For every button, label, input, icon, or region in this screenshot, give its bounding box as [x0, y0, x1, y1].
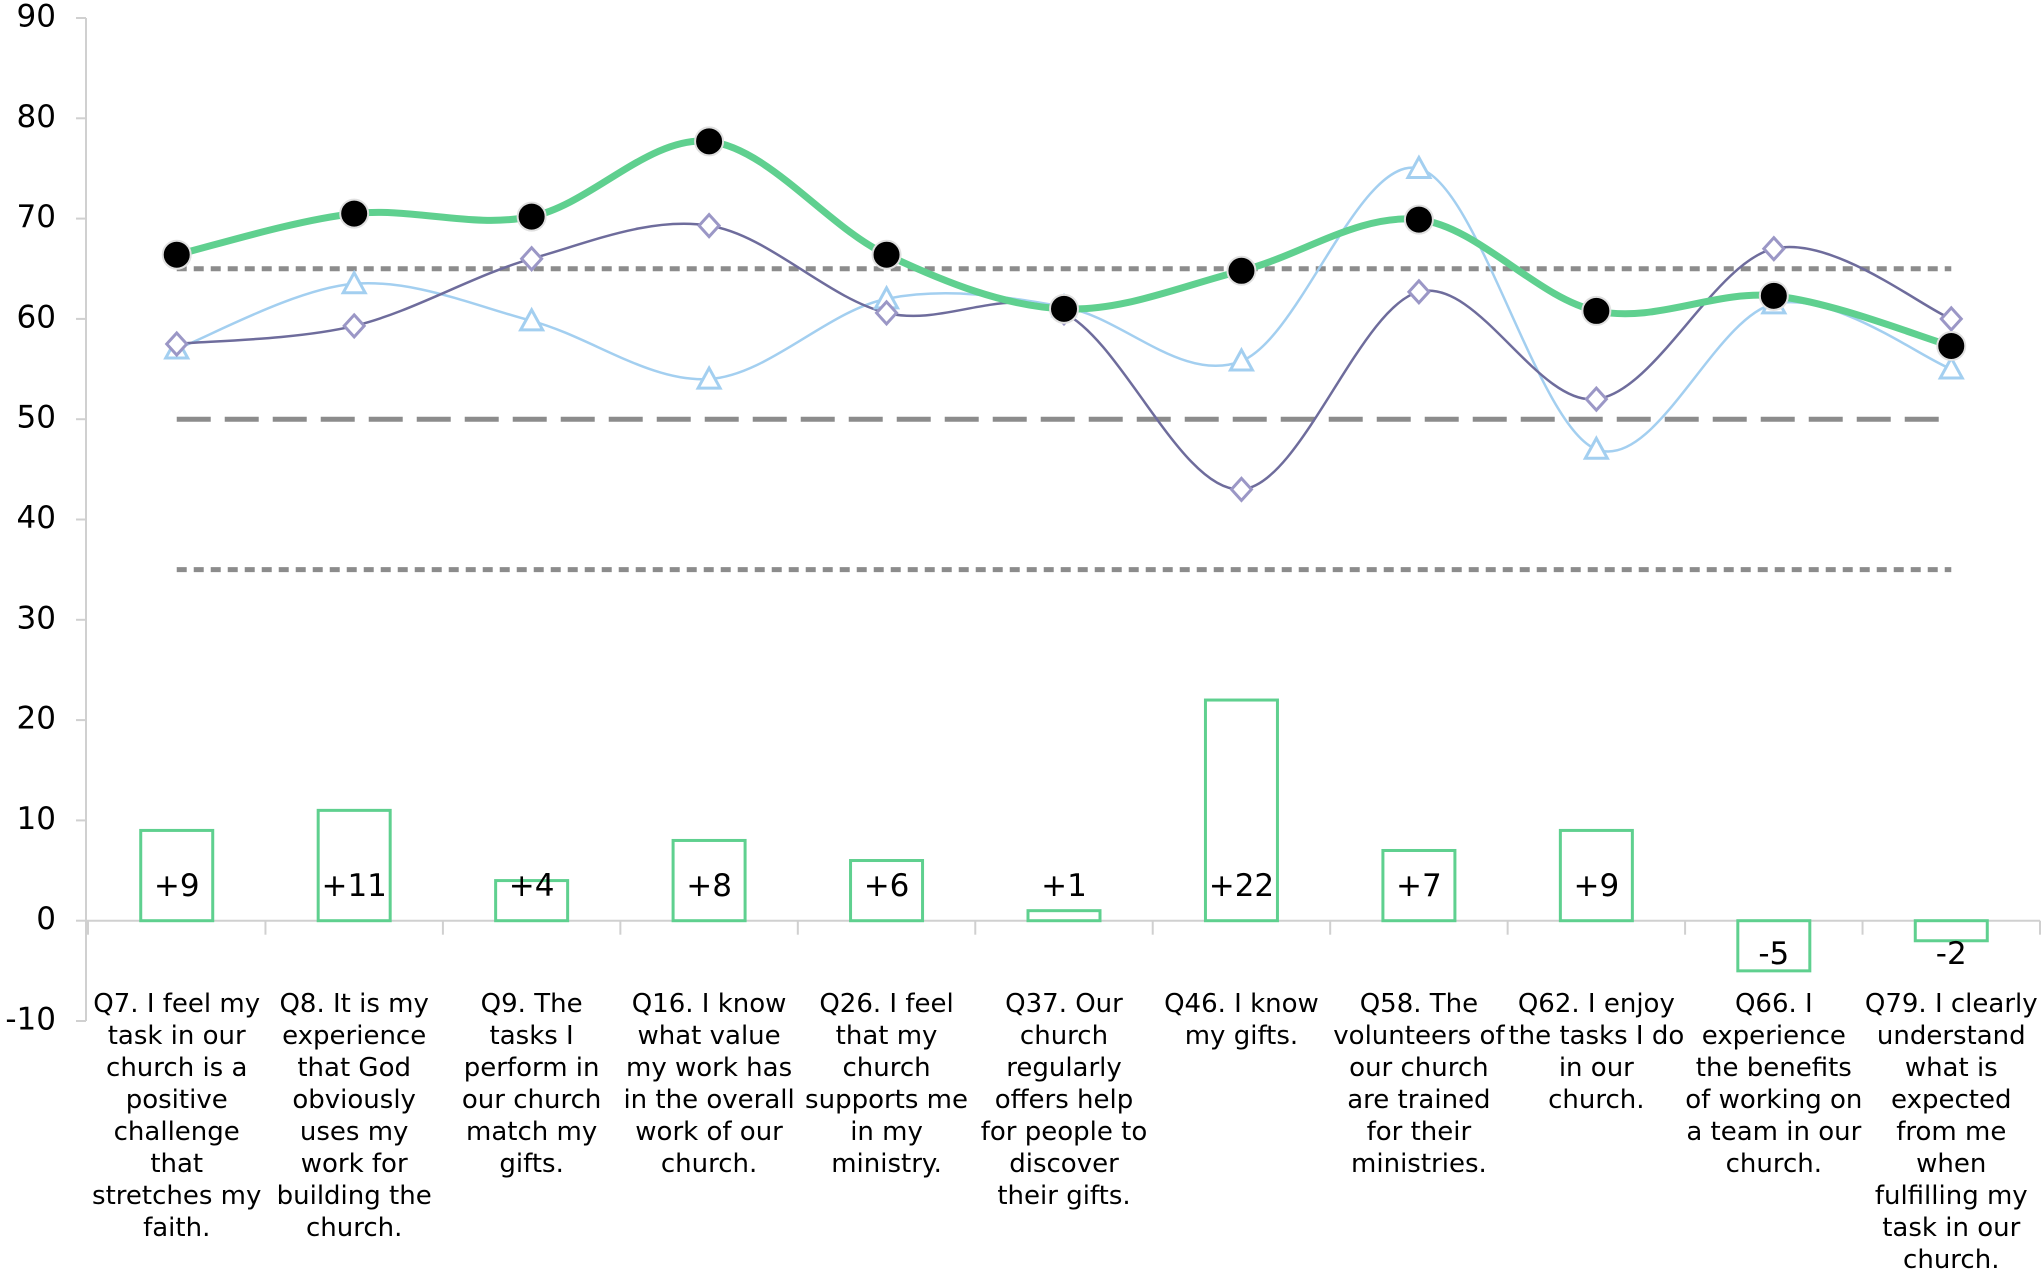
x-tick-label: Q58. The volunteers of our church are tr…	[1333, 989, 1505, 1179]
marker	[1227, 346, 1255, 372]
bar-label: +4	[509, 868, 555, 904]
series-line	[176, 166, 1952, 453]
x-tick-label: Q37. Our church regularly offers help fo…	[980, 989, 1148, 1211]
marker	[1582, 435, 1610, 460]
x-tick-label: Q8. It is my experience that God obvious…	[276, 989, 432, 1243]
y-tick-label: 50	[17, 400, 56, 436]
marker	[1584, 385, 1609, 413]
bar-label: -5	[1758, 936, 1789, 972]
x-tick-label: Q79. I clearly understand what is expect…	[1864, 989, 2038, 1275]
marker	[339, 198, 370, 229]
marker	[1939, 305, 1964, 333]
y-tick-label: 30	[17, 600, 56, 636]
bar	[1026, 909, 1102, 923]
marker	[1581, 295, 1612, 326]
marker	[161, 239, 192, 270]
bar-label: +9	[154, 868, 200, 904]
bar	[1558, 828, 1634, 923]
marker	[1226, 255, 1257, 286]
bar-label: +7	[1396, 868, 1442, 904]
bar	[1913, 919, 1989, 943]
marker	[518, 306, 546, 332]
marker	[1758, 280, 1789, 311]
marker	[695, 364, 723, 390]
marker	[1406, 278, 1431, 306]
bar	[671, 838, 747, 923]
marker	[1049, 293, 1079, 324]
bar	[316, 808, 392, 923]
series-line	[176, 222, 1952, 491]
y-tick-label: 10	[17, 801, 56, 837]
y-tick-label: 80	[17, 99, 56, 135]
bar	[494, 879, 570, 923]
marker	[1761, 235, 1786, 262]
marker	[694, 126, 725, 157]
marker	[871, 239, 902, 270]
y-tick-label: -10	[5, 1002, 56, 1038]
y-tick-label: 20	[17, 701, 56, 737]
bar	[1736, 919, 1812, 973]
marker	[519, 245, 544, 272]
marker	[516, 201, 547, 232]
marker	[1229, 476, 1254, 503]
x-tick-label: Q7. I feel my task in our church is a po…	[92, 989, 262, 1243]
page: -10 0 10 20 30 40 50 60 70 80 90 +9 +11 +4 +8 +6 +1 +22 +7…	[5, 0, 2041, 1275]
y-tick-label: 70	[17, 199, 56, 235]
marker	[1403, 204, 1434, 235]
bar-label: -2	[1936, 936, 1967, 972]
bar-label: +8	[686, 868, 732, 904]
y-tick-label: 0	[36, 901, 56, 937]
x-tick-label: Q9. The tasks I perform in our church ma…	[461, 989, 602, 1179]
marker	[697, 212, 722, 239]
chart: -10 0 10 20 30 40 50 60 70 80 90 +9 +11 +4 +8 +6 +1 +22 +7…	[5, 0, 2041, 1038]
bar	[1203, 698, 1279, 923]
marker	[1405, 154, 1433, 179]
y-tick-label: 90	[17, 0, 56, 35]
bar	[849, 859, 925, 923]
bar-label: +1	[1041, 868, 1087, 904]
bar-label: +22	[1209, 868, 1274, 904]
marker	[342, 312, 367, 340]
y-tick-label: 40	[17, 500, 56, 536]
marker	[874, 299, 899, 327]
bar-label: +6	[864, 868, 910, 904]
bar-label: +11	[321, 868, 386, 904]
marker	[1937, 354, 1965, 380]
x-tick-label: Q16. I know what value my work has in th…	[623, 989, 795, 1179]
y-tick-label: 60	[17, 299, 56, 335]
x-tick-label: Q26. I feel that my church supports me i…	[805, 989, 969, 1179]
marker	[340, 269, 368, 295]
marker	[164, 330, 189, 358]
marker	[1936, 330, 1967, 361]
bar	[1381, 848, 1457, 923]
x-tick-label: Q46. I know my gifts.	[1164, 989, 1319, 1051]
x-tick-label: Q62. I enjoy the tasks I do in our churc…	[1508, 989, 1685, 1115]
bar-label: +9	[1574, 868, 1620, 904]
bar	[139, 828, 215, 923]
x-tick-label: Q66. I experience the benefits of workin…	[1685, 989, 1863, 1179]
